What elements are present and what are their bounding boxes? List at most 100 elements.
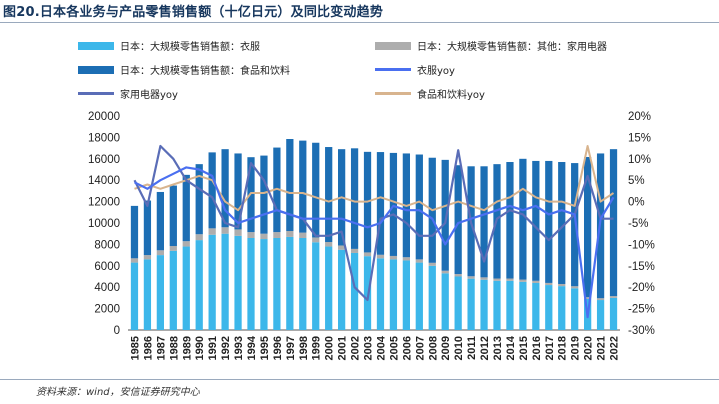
x-tick-label: 2006 (401, 336, 413, 360)
left-tick-label: 8000 (94, 239, 120, 251)
bar-appliance (350, 248, 359, 253)
bar-food (208, 152, 216, 229)
bar-apparel (156, 255, 164, 330)
x-tick-label: 2005 (388, 336, 400, 360)
legend-item-apparel: 日本：大规模零售销售额：衣服 (78, 38, 260, 53)
bar-apparel (247, 237, 255, 330)
bar-appliance (584, 297, 592, 299)
bar-appliance (428, 262, 436, 266)
bar-appliance (221, 227, 229, 234)
bar-appliance (545, 282, 553, 286)
bar-food (350, 148, 359, 249)
legend-item-food-yoy: 食品和饮料yoy (375, 86, 485, 101)
bar-food (506, 162, 514, 279)
x-tick-label: 1992 (220, 336, 232, 360)
bar-food (260, 155, 268, 234)
x-tick-label: 1985 (129, 336, 141, 360)
left-tick-label: 4000 (94, 282, 120, 294)
legend-line-appliance-yoy (78, 92, 114, 95)
line-food-yoy (134, 145, 615, 212)
right-tick-label: -25% (628, 304, 655, 316)
bar-food (156, 191, 164, 251)
bar-apparel (195, 240, 203, 330)
legend-swatch-apparel (78, 41, 114, 50)
x-tick-label: 1993 (233, 336, 245, 360)
bar-appliance (389, 255, 398, 260)
right-tick-label: -15% (628, 261, 655, 273)
x-tick-label: 2022 (609, 336, 621, 360)
bar-apparel (532, 282, 540, 330)
bar-food (143, 200, 152, 256)
bar-apparel (596, 300, 605, 330)
bar-apparel (208, 234, 216, 330)
bar-appliance (247, 232, 255, 238)
bar-appliance (325, 242, 333, 247)
x-tick-label: 2013 (492, 336, 504, 360)
right-tick-label: -30% (628, 325, 655, 337)
bar-appliance (506, 278, 514, 281)
legend-line-food-yoy (375, 92, 411, 95)
x-tick-label: 2001 (337, 336, 349, 360)
bar-food (454, 165, 462, 275)
x-tick-label: 2000 (324, 336, 336, 360)
left-tick-label: 2000 (94, 304, 120, 316)
legend-label-appliance-yoy: 家用电器yoy (120, 90, 178, 101)
bar-appliance (519, 279, 527, 282)
bar-appliance (312, 237, 320, 243)
bar-appliance (143, 255, 152, 260)
x-tick-label: 2015 (518, 336, 530, 360)
legend-label-food-yoy: 食品和饮料yoy (417, 90, 485, 101)
bar-appliance (273, 232, 281, 238)
bar-appliance (208, 228, 216, 235)
title-divider (0, 22, 719, 23)
legend-item-apparel-yoy: 衣服yoy (375, 62, 455, 77)
bar-appliance (260, 233, 268, 240)
line-apparel-yoy (134, 166, 615, 319)
legend-label-appliance: 日本：大规模零售销售额：其他：家用电器 (417, 42, 607, 53)
x-tick-label: 1986 (142, 336, 154, 360)
x-tick-label: 2020 (583, 336, 595, 360)
x-tick-label: 1990 (194, 336, 206, 360)
left-tick-label: 6000 (94, 261, 120, 273)
x-tick-label: 2003 (363, 336, 375, 360)
bar-apparel (519, 281, 527, 330)
bar-food (195, 164, 203, 235)
bar-food (545, 160, 553, 283)
x-tick-label: 1997 (285, 336, 297, 360)
bar-apparel (273, 237, 281, 330)
right-tick-label: -10% (628, 239, 655, 251)
legend-item-food: 日本：大规模零售销售额：食品和饮料 (78, 62, 290, 77)
bar-food (532, 160, 540, 281)
x-tick-label: 2014 (505, 335, 517, 360)
bar-appliance (609, 296, 618, 298)
left-tick-label: 0 (114, 325, 120, 337)
bar-appliance (402, 257, 410, 261)
left-tick-label: 18000 (88, 132, 120, 144)
bar-apparel (169, 250, 177, 330)
bar-appliance (338, 245, 346, 250)
x-tick-label: 1995 (259, 336, 271, 360)
right-tick-label: -5% (628, 218, 648, 230)
bar-apparel (480, 279, 488, 330)
bar-apparel (402, 260, 410, 330)
bar-appliance (571, 286, 579, 289)
left-tick-label: 20000 (88, 111, 120, 123)
bar-apparel (286, 236, 294, 330)
bar-apparel (609, 297, 618, 330)
bar-apparel (467, 278, 475, 330)
bar-appliance (299, 232, 307, 238)
bar-appliance (415, 259, 423, 263)
x-tick-label: 1988 (168, 336, 180, 360)
source-note: 资料来源：wind，安信证券研究中心 (36, 387, 200, 398)
right-tick-label: 5% (628, 175, 645, 187)
bar-appliance (156, 250, 164, 256)
bar-food (182, 174, 190, 242)
left-tick-label: 12000 (88, 197, 120, 209)
footer-divider (0, 379, 719, 380)
legend-item-appliance-yoy: 家用电器yoy (78, 86, 178, 101)
bar-appliance (532, 280, 540, 283)
x-tick-label: 1987 (155, 336, 167, 360)
bar-apparel (571, 288, 579, 330)
bar-food (221, 149, 229, 228)
bar-apparel (506, 280, 514, 330)
